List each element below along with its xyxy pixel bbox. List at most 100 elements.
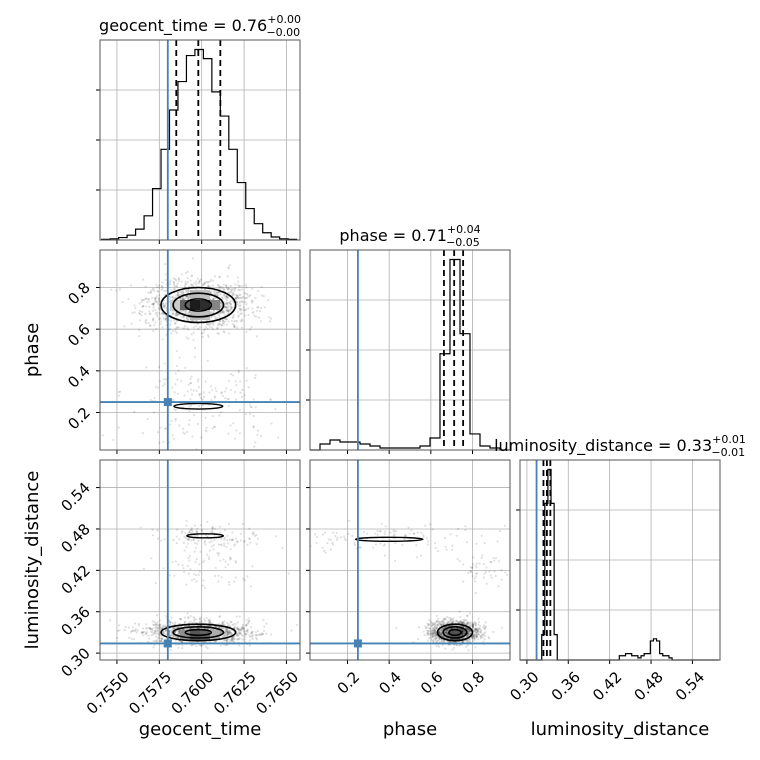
histogram-bin: [178, 82, 186, 240]
scatter-point: [229, 302, 232, 305]
scatter-point: [204, 326, 207, 329]
scatter-point: [442, 640, 446, 644]
scatter-point: [431, 528, 434, 531]
scatter-point: [435, 627, 438, 631]
scatter-point: [216, 291, 219, 294]
scatter-point: [159, 625, 162, 628]
scatter-point: [159, 426, 162, 429]
scatter-point: [186, 564, 189, 568]
scatter-point: [142, 567, 145, 570]
histogram-bin: [622, 656, 625, 660]
scatter-point: [157, 624, 160, 627]
scatter-point: [217, 626, 220, 629]
scatter-point: [144, 632, 148, 635]
histogram-bin: [127, 235, 135, 240]
scatter-point: [429, 630, 432, 633]
scatter-point: [473, 577, 476, 580]
scatter-point: [203, 559, 206, 562]
scatter-point: [149, 291, 152, 294]
scatter-point: [194, 325, 198, 328]
scatter-point: [172, 288, 175, 291]
scatter-point: [158, 633, 162, 636]
scatter-point: [226, 296, 229, 299]
scatter-point: [237, 369, 240, 372]
scatter-point: [443, 618, 446, 621]
scatter-point: [229, 288, 232, 291]
scatter-point: [450, 621, 453, 624]
scatter-point: [216, 327, 219, 330]
scatter-point: [437, 617, 440, 620]
scatter-point: [243, 632, 247, 635]
scatter-point: [254, 406, 257, 409]
y-tick-label: 0.42: [58, 562, 94, 598]
scatter-point: [426, 639, 429, 642]
scatter-point: [446, 615, 449, 618]
scatter-point: [429, 523, 432, 526]
scatter-point: [129, 630, 133, 633]
scatter-point: [247, 619, 251, 622]
scatter-point: [321, 546, 324, 549]
scatter-point: [237, 288, 240, 291]
scatter-point: [475, 627, 478, 630]
scatter-point: [171, 434, 174, 437]
scatter-point: [477, 623, 480, 626]
scatter-point: [445, 631, 448, 634]
scatter-point: [190, 579, 194, 582]
scatter-point: [433, 625, 436, 628]
scatter-point: [220, 296, 223, 299]
scatter-point: [182, 316, 185, 319]
scatter-point: [159, 639, 163, 643]
scatter-point: [221, 321, 225, 325]
scatter-point: [145, 632, 148, 635]
scatter-point: [203, 541, 206, 544]
scatter-point: [219, 559, 222, 562]
scatter-point: [188, 419, 191, 422]
scatter-point: [228, 630, 231, 633]
scatter-point: [351, 534, 354, 538]
scatter-point: [483, 632, 486, 635]
scatter-point: [219, 304, 222, 308]
scatter-point: [142, 634, 145, 637]
scatter-point: [168, 295, 171, 298]
scatter-point: [240, 628, 243, 631]
scatter-point: [204, 620, 207, 623]
scatter-point: [469, 570, 472, 573]
scatter-point: [255, 315, 258, 318]
scatter-point: [252, 310, 255, 314]
scatter-point: [151, 630, 154, 633]
scatter-point: [188, 531, 191, 534]
scatter-point: [496, 540, 499, 543]
scatter-point: [482, 640, 485, 643]
scatter-point: [430, 638, 433, 642]
scatter-point: [505, 573, 509, 576]
scatter-point: [169, 423, 172, 426]
scatter-point: [159, 380, 162, 383]
scatter-point: [217, 313, 220, 316]
scatter-point: [220, 576, 223, 579]
scatter-point: [233, 640, 236, 644]
scatter-point: [223, 303, 227, 306]
scatter-point: [474, 630, 477, 633]
scatter-point: [245, 619, 248, 622]
scatter-point: [237, 314, 240, 317]
histogram-bin: [246, 209, 254, 240]
scatter-point: [217, 552, 220, 555]
scatter-point: [513, 568, 515, 570]
scatter-point: [228, 630, 232, 634]
scatter-point: [440, 640, 443, 643]
scatter-point: [197, 378, 200, 381]
scatter-point: [190, 539, 193, 542]
scatter-point: [226, 287, 229, 291]
scatter-point: [206, 281, 209, 284]
scatter-point: [173, 297, 177, 300]
scatter-point: [156, 313, 159, 316]
scatter-point: [441, 634, 444, 637]
scatter-point: [165, 378, 168, 381]
x-tick-label: 0.7575: [125, 668, 175, 718]
scatter-point: [331, 541, 334, 544]
scatter-point: [503, 524, 507, 527]
scatter-point: [259, 320, 263, 323]
scatter-point: [212, 297, 215, 300]
scatter-point: [164, 262, 167, 266]
scatter-point: [187, 621, 191, 625]
